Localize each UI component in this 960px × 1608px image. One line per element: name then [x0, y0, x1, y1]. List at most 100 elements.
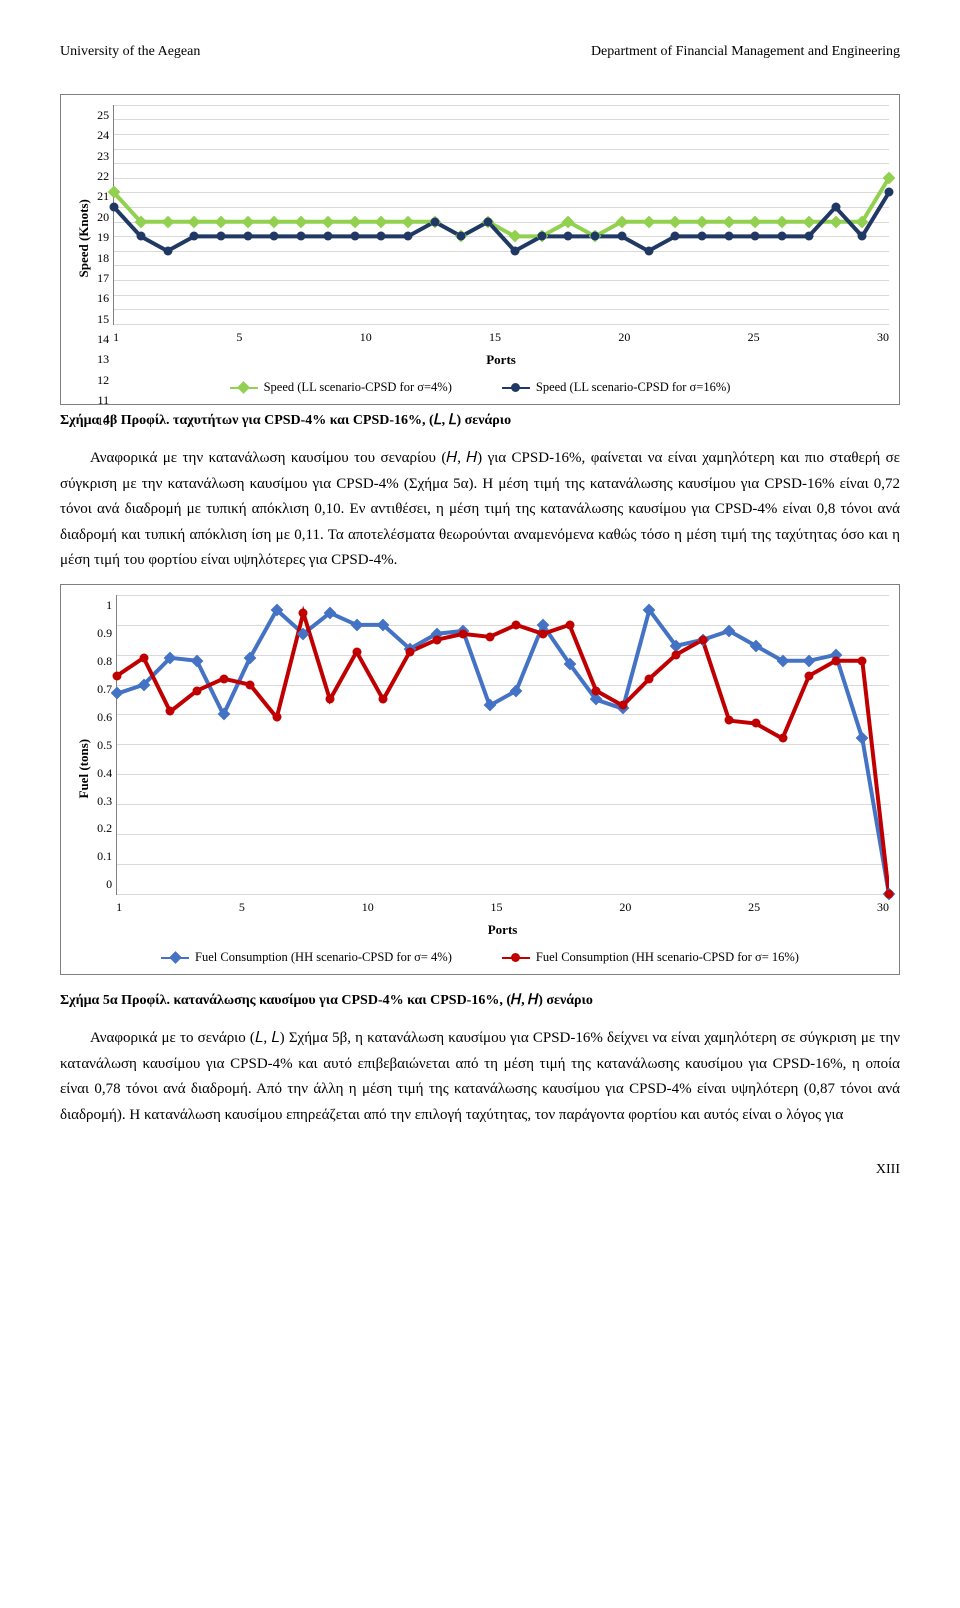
data-point: [804, 232, 813, 241]
data-point: [323, 232, 332, 241]
data-point: [219, 674, 228, 683]
x-tick: 10: [360, 327, 372, 347]
chart2-legend: Fuel Consumption (HH scenario-CPSD for σ…: [71, 947, 889, 968]
y-tick: 0.1: [97, 846, 112, 866]
chart2-x-label: Ports: [116, 919, 889, 941]
x-tick: 15: [489, 327, 501, 347]
para2-text: Αναφορικά με το σενάριο (𝐿, 𝐿) Σχήμα 5β,…: [60, 1026, 900, 1128]
chart1-legend-label-2: Speed (LL scenario-CPSD for σ=16%): [536, 377, 731, 398]
chart2-caption: Σχήμα 5α Προφίλ. κατανάλωσης καυσίμου γι…: [60, 989, 900, 1013]
circle-icon: [511, 953, 520, 962]
chart2-legend-sigma16: Fuel Consumption (HH scenario-CPSD for σ…: [502, 947, 799, 968]
chart2-y-ticks: 10.90.80.70.60.50.40.30.20.10: [97, 595, 116, 895]
diamond-icon: [169, 952, 182, 965]
y-tick: 0.4: [97, 763, 112, 783]
x-tick: 20: [618, 327, 630, 347]
data-point: [352, 647, 361, 656]
data-point: [751, 719, 760, 728]
chart1-plot: [113, 105, 889, 325]
data-point: [405, 647, 414, 656]
y-tick: 0.9: [97, 623, 112, 643]
y-tick: 24: [97, 125, 109, 145]
data-point: [885, 188, 894, 197]
data-point: [216, 232, 225, 241]
y-tick: 20: [97, 207, 109, 227]
y-tick: 14: [97, 329, 109, 349]
data-point: [724, 232, 733, 241]
data-point: [725, 716, 734, 725]
y-tick: 0.8: [97, 651, 112, 671]
data-point: [377, 232, 386, 241]
x-tick: 20: [619, 897, 631, 917]
data-point: [564, 232, 573, 241]
y-tick: 12: [97, 370, 109, 390]
chart2-legend-label-1: Fuel Consumption (HH scenario-CPSD for σ…: [195, 947, 452, 968]
y-tick: 0.7: [97, 679, 112, 699]
data-point: [190, 232, 199, 241]
data-point: [326, 695, 335, 704]
chart1-caption: Σχήμα 4β Προφίλ. ταχυτήτων για CPSD-4% κ…: [60, 409, 900, 433]
data-point: [484, 217, 493, 226]
chart1-y-ticks: 25242322212019181716151413121110: [97, 105, 113, 325]
x-tick: 30: [877, 327, 889, 347]
data-point: [299, 608, 308, 617]
chart1-legend: Speed (LL scenario-CPSD for σ=4%) Speed …: [71, 377, 889, 398]
data-point: [565, 620, 574, 629]
data-point: [485, 632, 494, 641]
data-point: [698, 635, 707, 644]
data-point: [166, 707, 175, 716]
y-tick: 13: [97, 349, 109, 369]
chart1-legend-label-1: Speed (LL scenario-CPSD for σ=4%): [264, 377, 452, 398]
header-right: Department of Financial Management and E…: [591, 40, 900, 64]
page-header: University of the Aegean Department of F…: [60, 40, 900, 64]
data-point: [457, 232, 466, 241]
chart-fuel: Fuel (tons) 10.90.80.70.60.50.40.30.20.1…: [60, 584, 900, 975]
y-tick: 0: [97, 874, 112, 894]
paragraph-2: Αναφορικά με το σενάριο (𝐿, 𝐿) Σχήμα 5β,…: [60, 1026, 900, 1128]
diamond-icon: [237, 382, 250, 395]
data-point: [697, 232, 706, 241]
data-point: [592, 686, 601, 695]
x-tick: 25: [748, 327, 760, 347]
data-point: [591, 232, 600, 241]
data-point: [110, 202, 119, 211]
y-tick: 0.6: [97, 707, 112, 727]
y-tick: 25: [97, 105, 109, 125]
data-point: [136, 232, 145, 241]
data-point: [246, 680, 255, 689]
data-point: [404, 232, 413, 241]
chart2-x-ticks: 151015202530: [116, 895, 889, 917]
y-tick: 19: [97, 227, 109, 247]
chart2-plot: [116, 595, 889, 895]
data-point: [671, 232, 680, 241]
y-tick: 0.3: [97, 791, 112, 811]
data-point: [831, 656, 840, 665]
data-point: [644, 246, 653, 255]
chart2-y-label: Fuel (tons): [71, 595, 97, 941]
data-point: [885, 889, 894, 898]
data-point: [858, 656, 867, 665]
data-point: [805, 671, 814, 680]
y-tick: 22: [97, 166, 109, 186]
data-point: [831, 202, 840, 211]
data-point: [272, 713, 281, 722]
data-point: [379, 695, 388, 704]
data-point: [350, 232, 359, 241]
data-point: [430, 217, 439, 226]
data-point: [512, 620, 521, 629]
x-tick: 5: [236, 327, 242, 347]
x-tick: 10: [362, 897, 374, 917]
y-tick: 11: [97, 390, 109, 410]
chart-speed: Speed (Knots) 25242322212019181716151413…: [60, 94, 900, 405]
data-point: [672, 650, 681, 659]
data-point: [617, 232, 626, 241]
x-tick: 5: [239, 897, 245, 917]
data-point: [243, 232, 252, 241]
y-tick: 18: [97, 248, 109, 268]
y-tick: 1: [97, 595, 112, 615]
data-point: [858, 232, 867, 241]
data-point: [113, 671, 122, 680]
y-tick: 17: [97, 268, 109, 288]
y-tick: 15: [97, 309, 109, 329]
chart1-legend-sigma16: Speed (LL scenario-CPSD for σ=16%): [502, 377, 731, 398]
